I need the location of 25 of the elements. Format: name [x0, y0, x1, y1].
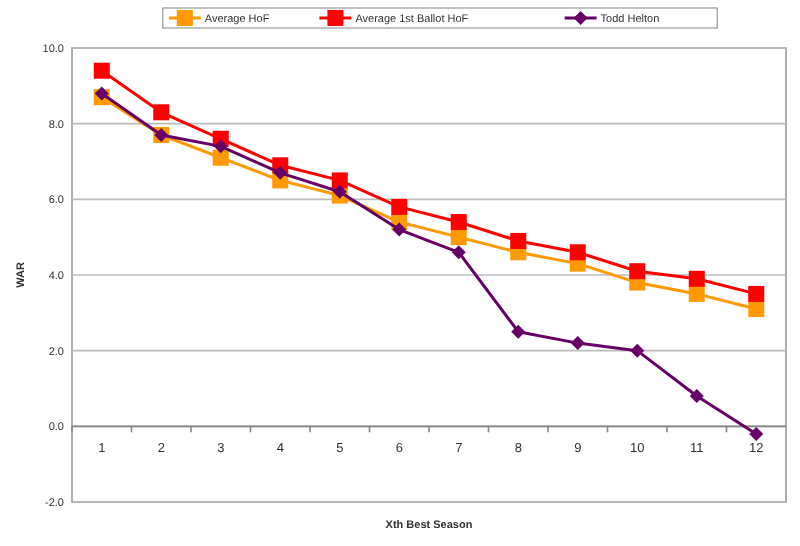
point: [450, 229, 467, 246]
point: [748, 301, 765, 318]
point: [94, 86, 109, 101]
point: [212, 149, 229, 166]
point: [332, 184, 347, 199]
point: [273, 165, 288, 180]
point: [749, 426, 764, 441]
point: [570, 336, 585, 351]
point: [688, 270, 705, 287]
point: [511, 324, 526, 339]
point: [450, 214, 467, 231]
point: [689, 389, 704, 404]
point: [510, 232, 527, 249]
point: [688, 285, 705, 302]
point: [569, 244, 586, 261]
point: [213, 139, 228, 154]
point: [630, 343, 645, 358]
point: [392, 222, 407, 237]
point: [748, 285, 765, 302]
point: [93, 62, 110, 79]
point: [331, 172, 348, 189]
point: [629, 263, 646, 280]
point: [451, 245, 466, 260]
point: [391, 198, 408, 215]
point: [153, 104, 170, 121]
